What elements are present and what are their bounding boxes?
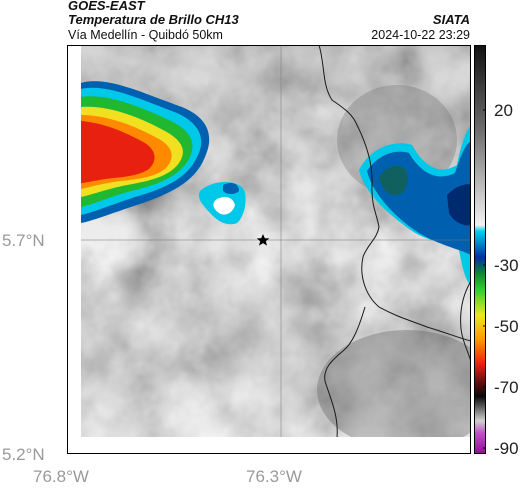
colorbar: [474, 45, 486, 454]
lon-label-76-8: 76.8°W: [33, 467, 89, 486]
border-line: [318, 45, 471, 342]
datetime-label: 2024-10-22 23:29: [371, 28, 470, 42]
lon-label-76-3: 76.3°W: [246, 467, 302, 486]
border-line-secondary: [460, 280, 471, 364]
convective-cell-east: [359, 125, 471, 285]
colorbar-label-20: 20: [494, 101, 513, 120]
agency-label: SIATA: [432, 12, 470, 27]
star-icon: [256, 234, 270, 246]
lat-label-5-2: 5.2°N: [2, 445, 45, 464]
colorbar-label-minus-50: -50: [494, 317, 519, 336]
lat-label-5-7: 5.7°N: [2, 231, 45, 250]
convective-cell-small: [198, 181, 246, 225]
colorbar-label-minus-70: -70: [494, 378, 519, 397]
border-line-south: [324, 306, 366, 437]
satellite-map: [67, 45, 471, 454]
product-title: Temperatura de Brillo CH13: [68, 12, 239, 27]
region-label: Vía Medellín - Quibdó 50km: [68, 28, 223, 42]
colorbar-label-minus-30: -30: [494, 256, 519, 275]
convective-cell-west: [81, 81, 210, 223]
satellite-title: GOES-EAST: [68, 0, 145, 13]
colorbar-label-minus-90: -90: [494, 439, 519, 458]
